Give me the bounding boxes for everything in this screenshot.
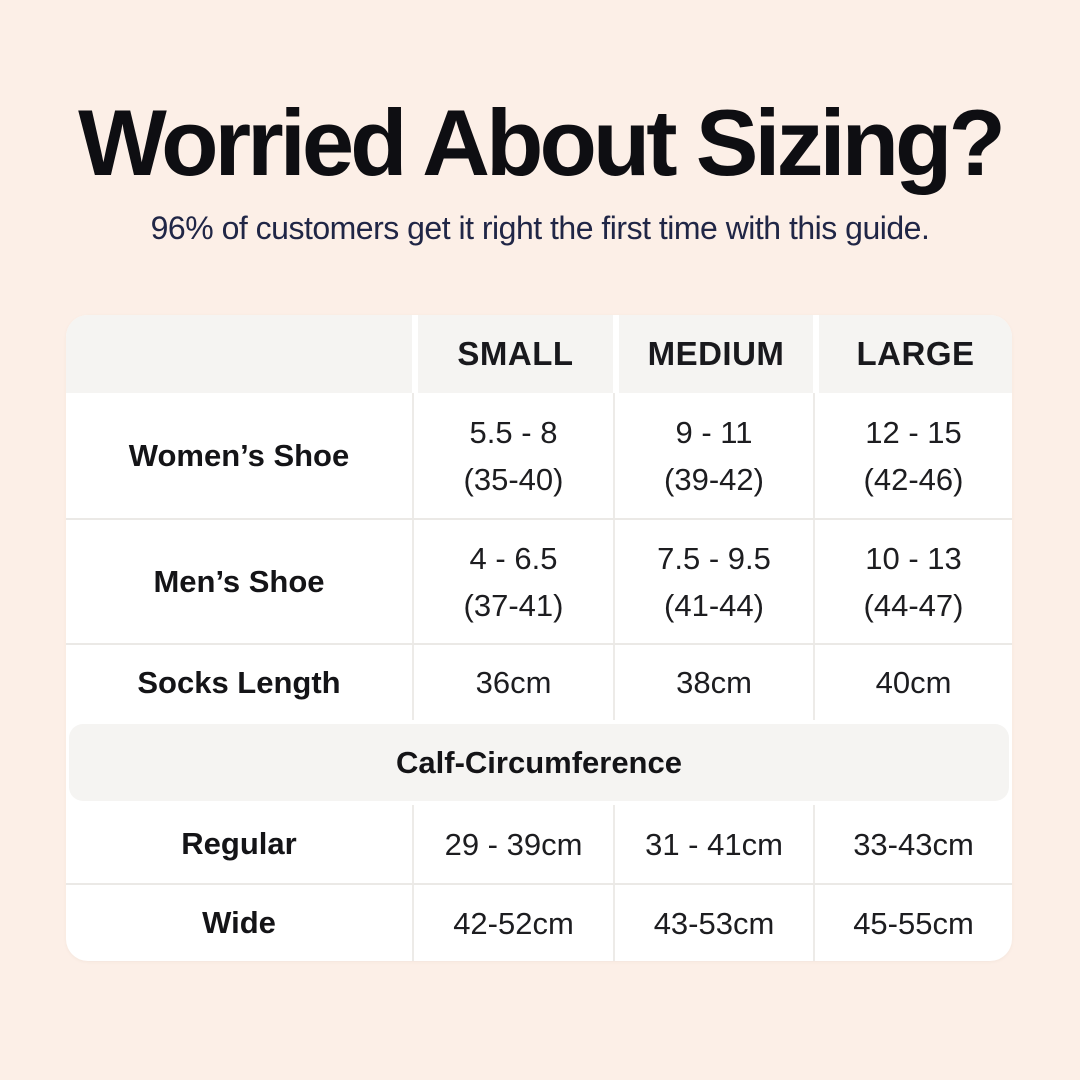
table-row-wide-calf: Wide 42-52cm 43-53cm 45-55cm [66,883,1012,961]
page-subtitle: 96% of customers get it right the first … [150,210,930,246]
cell-womens-shoe-small: 5.5 - 8 (35-40) [412,393,613,518]
calf-circumference-header: Calf-Circumference [69,724,1009,801]
cell-socks-length-small: 36cm [412,645,613,720]
page-title: Worried About Sizing? [78,90,1006,195]
row-label-womens-shoe: Women’s Shoe [128,437,350,473]
hero-section: Worried About Sizing? 96% of customers g… [0,0,1080,247]
cell-wide-large: 45-55cm [813,885,1012,961]
cell-mens-shoe-small: 4 - 6.5 (37-41) [412,520,613,643]
column-header-small: SMALL [412,315,613,393]
cell-wide-medium: 43-53cm [613,885,813,961]
header-empty-cell [66,315,412,393]
row-label-wide: Wide [202,905,276,940]
cell-regular-small: 29 - 39cm [412,805,613,883]
calf-circumference-section: Calf-Circumference [66,720,1012,805]
cell-socks-length-medium: 38cm [613,645,813,720]
cell-wide-small: 42-52cm [412,885,613,961]
row-label-socks-length: Socks Length [137,664,341,700]
cell-mens-shoe-large: 10 - 13 (44-47) [813,520,1012,643]
table-row-regular-calf: Regular 29 - 39cm 31 - 41cm 33-43cm [66,805,1012,883]
column-header-large: LARGE [813,315,1012,393]
cell-socks-length-large: 40cm [813,645,1012,720]
table-row-mens-shoe: Men’s Shoe 4 - 6.5 (37-41) 7.5 - 9.5 (41… [66,518,1012,643]
table-row-socks-length: Socks Length 36cm 38cm 40cm [66,643,1012,720]
cell-womens-shoe-large: 12 - 15 (42-46) [813,393,1012,518]
size-chart-table: SMALL MEDIUM LARGE Women’s Shoe 5.5 - 8 … [66,315,1012,961]
table-row-womens-shoe: Women’s Shoe 5.5 - 8 (35-40) 9 - 11 (39-… [66,393,1012,518]
row-label-mens-shoe: Men’s Shoe [153,563,325,599]
cell-regular-large: 33-43cm [813,805,1012,883]
cell-womens-shoe-medium: 9 - 11 (39-42) [613,393,813,518]
column-header-medium: MEDIUM [613,315,813,393]
row-label-regular: Regular [181,826,297,861]
cell-regular-medium: 31 - 41cm [613,805,813,883]
table-header-row: SMALL MEDIUM LARGE [66,315,1012,393]
cell-mens-shoe-medium: 7.5 - 9.5 (41-44) [613,520,813,643]
